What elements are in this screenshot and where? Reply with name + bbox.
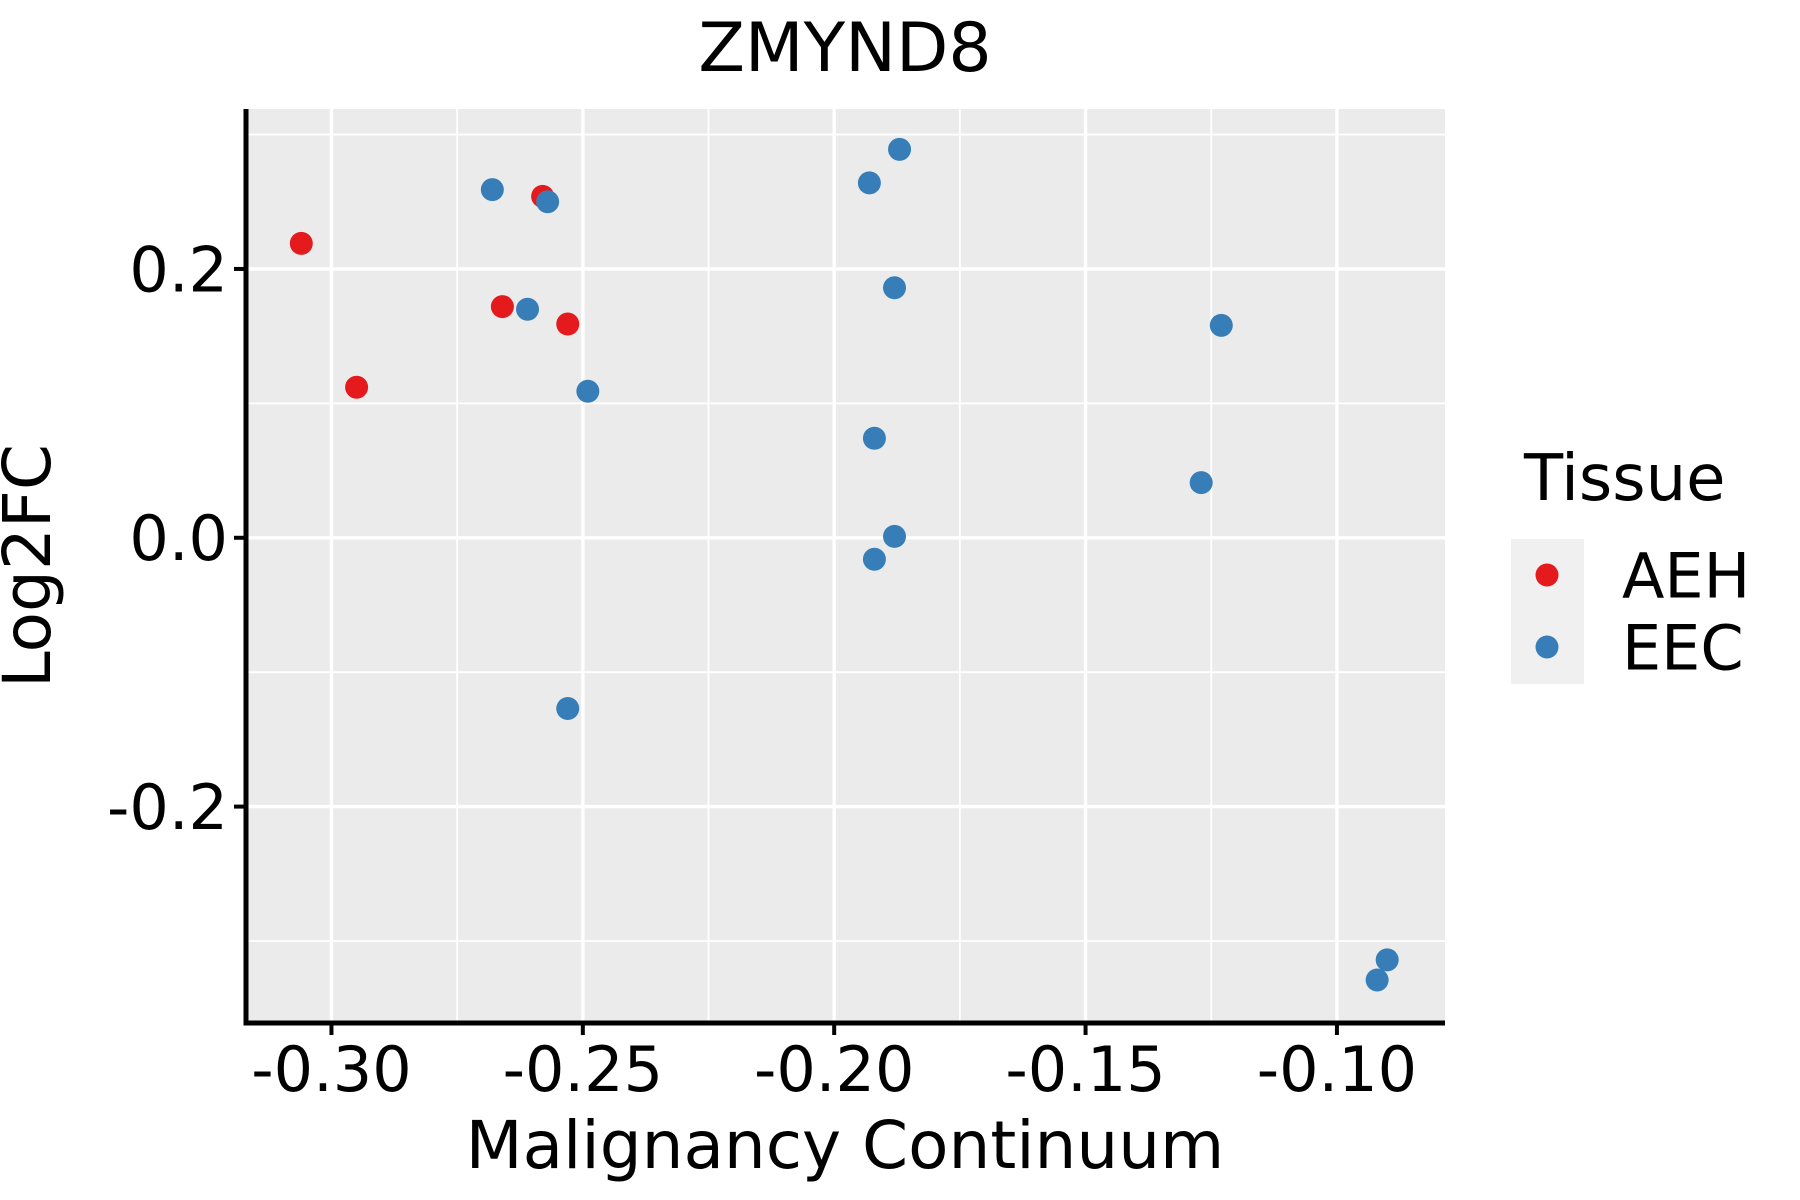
- data-point-eec: [888, 137, 912, 161]
- data-point-eec: [1375, 948, 1399, 972]
- data-point-eec: [1365, 968, 1389, 992]
- data-point-eec: [556, 696, 580, 720]
- legend-key-background: [1511, 539, 1584, 684]
- data-point-eec: [480, 178, 504, 202]
- legend-title: Tissue: [1523, 442, 1726, 516]
- axes-layer: [234, 109, 1445, 1035]
- legend-label-aeh: AEH: [1622, 539, 1750, 612]
- legend-dot-eec: [1535, 635, 1559, 659]
- chart-title: ZMYND8: [698, 9, 991, 88]
- y-tick-label: -0.2: [107, 771, 228, 844]
- data-point-eec: [862, 426, 886, 450]
- data-point-eec: [1209, 313, 1233, 337]
- data-point-eec: [883, 524, 907, 548]
- x-tick-label: -0.30: [251, 1033, 411, 1106]
- data-points-layer: [289, 137, 1399, 992]
- gridlines-minor: [246, 109, 1445, 1023]
- data-point-eec: [576, 379, 600, 403]
- data-point-aeh: [289, 231, 313, 255]
- gridlines-major: [246, 109, 1445, 1023]
- data-point-aeh: [556, 312, 580, 336]
- data-point-aeh: [490, 295, 514, 319]
- x-tick-label: -0.15: [1005, 1033, 1165, 1106]
- data-point-eec: [883, 276, 907, 300]
- x-tick-label: -0.10: [1257, 1033, 1417, 1106]
- legend-dot-aeh: [1535, 563, 1559, 587]
- data-point-eec: [857, 171, 881, 195]
- tick-labels-layer: -0.30 -0.25 -0.20 -0.15 -0.10 0.2 0.0 -0.2: [107, 233, 1417, 1106]
- y-tick-label: 0.0: [129, 502, 228, 575]
- y-tick-label: 0.2: [129, 233, 228, 306]
- data-point-eec: [862, 547, 886, 571]
- data-point-aeh: [345, 375, 369, 399]
- x-tick-label: -0.20: [754, 1033, 914, 1106]
- data-point-eec: [536, 190, 560, 214]
- y-axis-title: Log2FC: [0, 444, 66, 688]
- x-tick-label: -0.25: [503, 1033, 663, 1106]
- legend: Tissue AEH EEC: [1511, 442, 1750, 684]
- data-point-eec: [516, 297, 540, 321]
- legend-label-eec: EEC: [1622, 611, 1744, 684]
- plot-panel: [246, 109, 1445, 1023]
- x-axis-title: Malignancy Continuum: [466, 1107, 1225, 1184]
- data-point-eec: [1189, 471, 1213, 495]
